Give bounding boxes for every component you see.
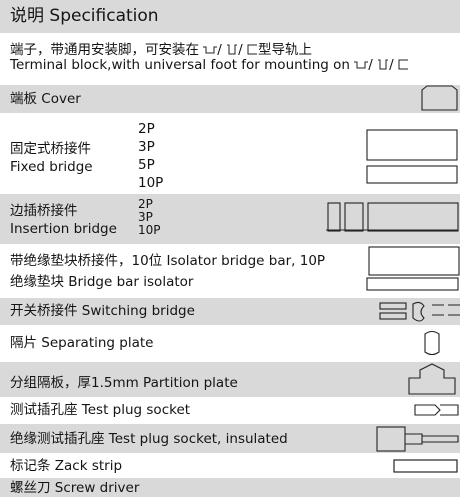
row-label: 边插桥接件 [10, 203, 78, 219]
separator: / [389, 57, 394, 73]
isolator-bridge-icon [368, 246, 460, 276]
row-label: 固定式桥接件 [10, 141, 91, 157]
row-label: Fixed bridge [10, 159, 93, 175]
size-label: 2P [138, 121, 155, 137]
rail-icon [227, 44, 238, 55]
zack-strip-icon [393, 459, 458, 473]
rail-icon [354, 61, 369, 69]
fixed-bridge-icon [366, 165, 458, 184]
separator: / [368, 57, 373, 73]
row-band [0, 362, 460, 397]
insertion-bridge-icon [367, 202, 459, 232]
separator: / [238, 42, 243, 58]
test-plug-icon [414, 404, 459, 416]
rail-icon [398, 59, 408, 70]
intro-line: 端子，带通用安装脚，可安装在 / / 型导轨上 [10, 43, 312, 58]
size-label: 3P [138, 210, 153, 224]
cover-icon [421, 85, 458, 111]
row-band [0, 478, 460, 497]
rail-icon [203, 46, 218, 54]
header-title: 说明 Specification [10, 6, 159, 26]
size-label: 10P [138, 223, 161, 237]
switching-icon [379, 312, 407, 320]
switching-icon [432, 304, 460, 316]
header-band [0, 0, 460, 33]
separating-plate-icon [424, 330, 440, 356]
zack-strip-icon [393, 459, 458, 473]
row-label: 开关桥接件 Switching bridge [10, 303, 195, 319]
intro-text: 端子，带通用安装脚，可安装在 [10, 42, 199, 58]
size-label: 10P [138, 175, 164, 191]
insulated-plug-icon [405, 433, 459, 445]
intro-text: 型导轨上 [258, 42, 313, 58]
row-band [0, 424, 460, 453]
row-label: 隔片 Separating plate [10, 335, 154, 351]
size-label: 3P [138, 139, 155, 155]
size-label: 2P [138, 197, 153, 211]
insulated-plug-icon [376, 426, 406, 452]
row-label: 螺丝刀 Screw driver [10, 480, 140, 496]
row-band [0, 194, 460, 244]
row-label: Insertion bridge [10, 221, 117, 237]
separator: / [217, 42, 222, 58]
insertion-bridge-icon [344, 202, 364, 232]
row-label: 测试插孔座 Test plug socket [10, 402, 191, 418]
row-label: 绝缘测试插孔座 Test plug socket, insulated [10, 431, 288, 447]
row-label: 带绝缘垫块桥接件，10位 Isolator bridge bar, 10P [10, 253, 326, 269]
row-label: 绝缘垫块 Bridge bar isolator [10, 274, 194, 290]
row-label: 分组隔板，厚1.5mm Partition plate [10, 375, 238, 391]
row-label: 端板 Cover [10, 91, 81, 107]
row-band [0, 85, 460, 113]
switching-icon [412, 301, 425, 322]
intro-text: Terminal block,with universal foot for m… [10, 57, 350, 73]
fixed-bridge-icon [366, 129, 458, 161]
partition-plate-icon [408, 363, 456, 395]
intro-line: Terminal block,with universal foot for m… [10, 58, 409, 73]
insertion-bridge-icon [327, 202, 341, 232]
rail-icon [247, 44, 258, 55]
bridge-isolator-icon [366, 277, 459, 291]
switching-icon [379, 302, 407, 310]
row-label: 标记条 Zack strip [10, 458, 123, 474]
rail-icon [378, 59, 389, 70]
size-label: 5P [138, 157, 155, 173]
